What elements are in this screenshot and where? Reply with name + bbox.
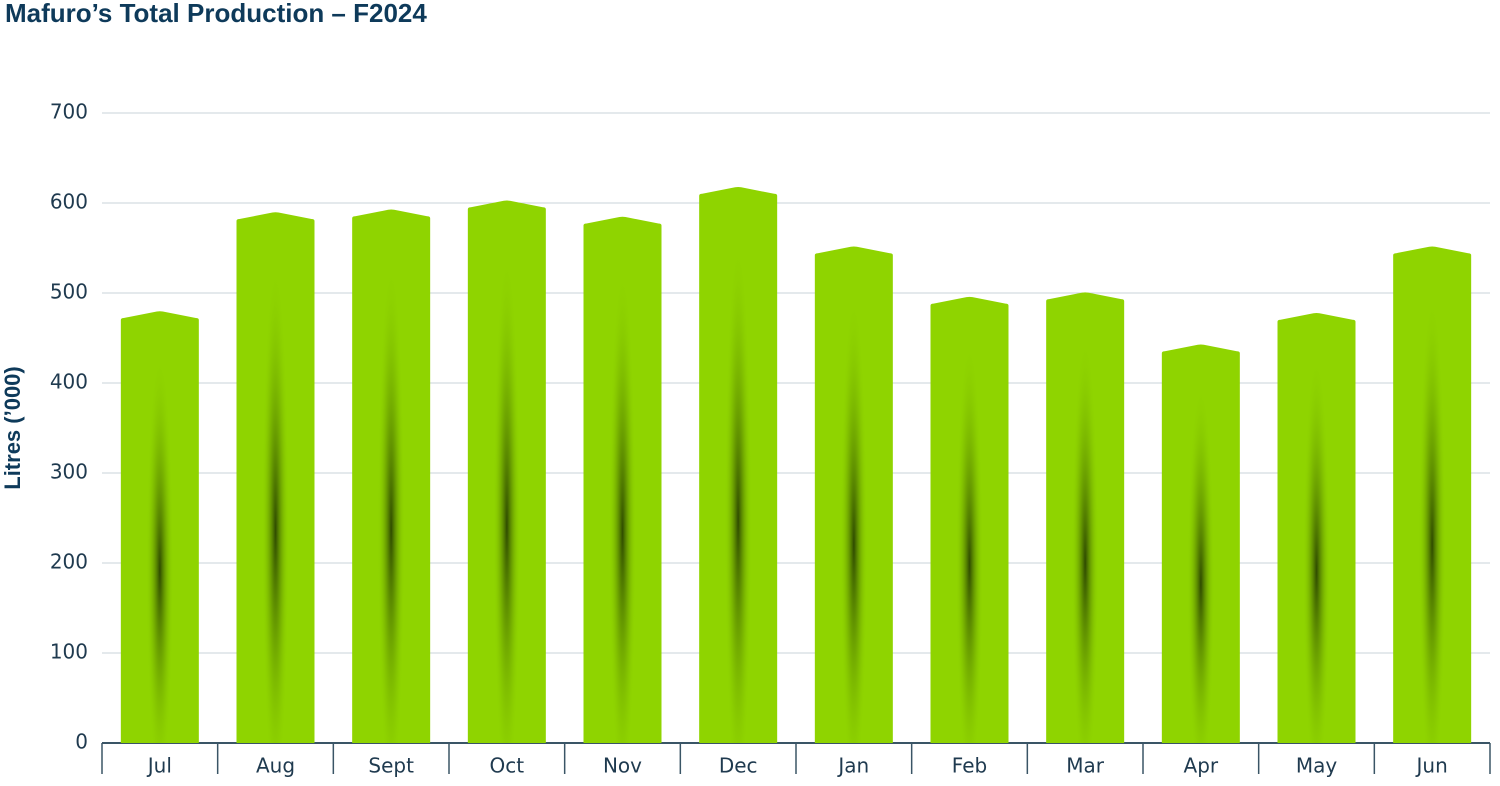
x-tick-label: Oct [490,754,525,778]
x-tick-label: Apr [1184,754,1219,778]
bar-shade [236,212,315,743]
bar-shade [1393,246,1472,743]
bar-shade [1277,313,1356,743]
bar-group [1046,292,1125,743]
x-tick-label: Jan [836,754,869,778]
x-tick-label: Nov [603,754,642,778]
bar-group [1393,246,1472,743]
bar-shade [930,296,1009,743]
bar-shade [467,200,546,744]
y-tick-label: 300 [50,460,88,484]
chart-title: Mafuro’s Total Production – F2024 [5,0,427,28]
y-tick-label: 500 [50,280,88,304]
bar-group [352,209,431,744]
y-tick-label: 600 [50,190,88,214]
x-tick-label: Jun [1415,754,1448,778]
y-tick-label: 100 [50,640,88,664]
bar-group [814,246,893,743]
y-tick-label: 700 [50,100,88,124]
bar-shade [352,209,431,744]
x-tick-label: Jul [146,754,172,778]
bar-shade [120,311,199,743]
bar-group [699,187,778,744]
bar-shade [699,187,778,744]
y-axis-title: Litres (’000) [0,366,25,490]
bar-group [930,296,1009,743]
x-tick-label: May [1296,754,1338,778]
y-tick-label: 0 [75,730,88,754]
x-tick-label: Dec [719,754,758,778]
x-tick-label: Feb [952,754,987,778]
bar-shade [1161,344,1240,743]
y-tick-label: 200 [50,550,88,574]
bar-group [120,311,199,743]
bar-group [236,212,315,743]
x-tick-label: Aug [256,754,295,778]
bar-shade [583,216,662,743]
x-tick-label: Sept [368,754,414,778]
bar-group [583,216,662,743]
bar-group [1277,313,1356,743]
y-tick-label: 400 [50,370,88,394]
bar-group [467,200,546,744]
bar-shade [814,246,893,743]
bar-group [1161,344,1240,743]
bar-shade [1046,292,1125,743]
x-tick-label: Mar [1066,754,1105,778]
